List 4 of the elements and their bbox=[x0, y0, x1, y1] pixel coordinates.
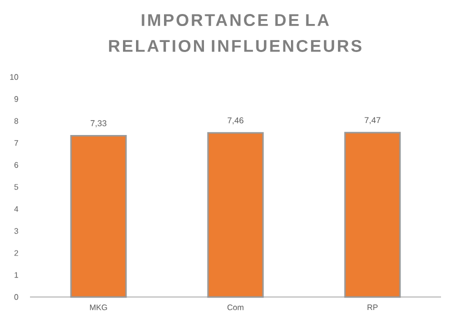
chart-title: IMPORTANCE DE LA RELATION INFLUENCEURS bbox=[109, 14, 362, 52]
data-label: 7,47 bbox=[364, 117, 380, 124]
data-label: 7,33 bbox=[90, 120, 106, 128]
data-label: 7,46 bbox=[228, 117, 244, 124]
